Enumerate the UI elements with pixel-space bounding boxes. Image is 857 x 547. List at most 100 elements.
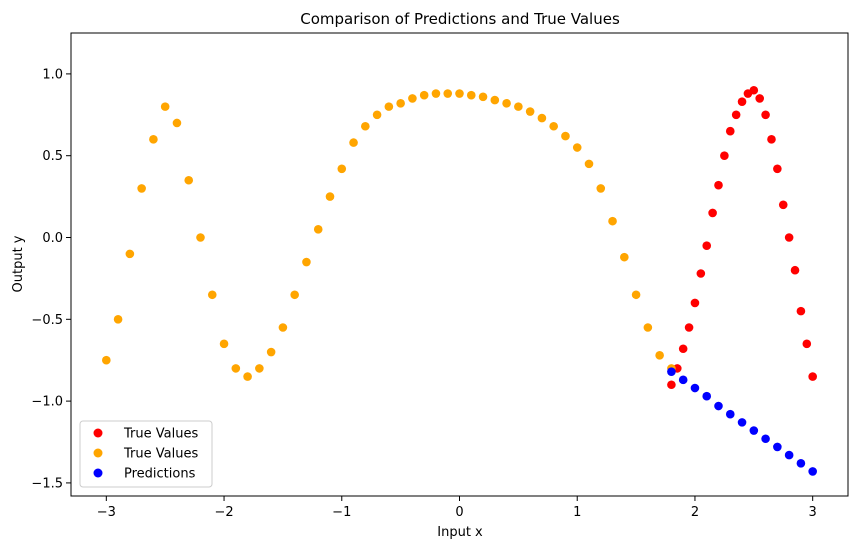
data-point — [808, 372, 817, 381]
data-point — [725, 126, 735, 136]
data-point — [620, 252, 629, 262]
data-point — [561, 131, 570, 141]
data-point — [419, 90, 429, 100]
legend-label: True Values — [123, 447, 198, 462]
data-point — [655, 351, 664, 360]
x-axis-label: Input x — [437, 525, 483, 540]
data-point — [608, 216, 617, 226]
data-point — [684, 323, 694, 332]
data-point — [102, 355, 111, 365]
data-point — [796, 458, 806, 468]
data-point — [219, 339, 229, 349]
data-point — [149, 135, 158, 144]
data-point — [714, 180, 723, 190]
data-point — [302, 257, 311, 267]
data-point — [773, 164, 782, 174]
x-tick-label: −3 — [97, 505, 116, 520]
data-point — [278, 323, 288, 332]
data-point — [255, 364, 264, 373]
data-point — [784, 233, 794, 242]
data-point — [349, 138, 358, 147]
series-0 — [667, 85, 817, 390]
data-point — [667, 380, 676, 390]
data-point — [584, 159, 594, 169]
data-point — [408, 94, 417, 103]
data-point — [243, 372, 252, 381]
data-point — [525, 107, 535, 116]
data-point — [690, 383, 700, 393]
data-point — [384, 102, 394, 111]
data-point — [761, 110, 770, 120]
data-point — [678, 375, 688, 385]
legend-box — [79, 420, 213, 488]
data-point — [761, 434, 770, 444]
y-tick-label: −0.5 — [31, 313, 63, 328]
data-point — [731, 110, 741, 120]
legend-label: True Values — [123, 427, 198, 442]
series-1 — [102, 89, 676, 381]
data-point — [714, 401, 723, 411]
data-point — [455, 89, 464, 98]
data-point — [502, 99, 511, 108]
legend-marker — [93, 428, 103, 438]
data-point — [313, 225, 323, 234]
data-point — [572, 143, 582, 152]
data-point — [667, 367, 676, 376]
data-point — [231, 364, 241, 373]
data-point — [113, 315, 123, 324]
data-point — [537, 113, 547, 123]
data-point — [443, 89, 453, 98]
x-axis-ticks: −3 −2 −1 0 1 2 3 — [97, 496, 817, 520]
data-point — [678, 344, 688, 354]
data-point — [725, 409, 735, 419]
data-point — [690, 298, 700, 308]
data-point — [490, 95, 500, 105]
data-point — [290, 290, 299, 300]
data-point — [266, 347, 276, 357]
data-point — [466, 90, 476, 100]
data-point — [631, 290, 641, 300]
data-point — [737, 418, 747, 427]
y-axis-ticks: −1.5 −1.0 −0.5 0.0 0.5 1.0 — [31, 67, 71, 491]
points-layer — [102, 85, 817, 476]
x-tick-label: −1 — [332, 505, 351, 520]
data-point — [196, 233, 205, 242]
y-tick-label: −1.0 — [31, 395, 63, 410]
data-point — [337, 164, 347, 174]
data-point — [396, 99, 405, 108]
data-point — [696, 269, 706, 278]
data-point — [702, 241, 712, 250]
data-point — [784, 450, 794, 460]
data-point — [708, 208, 717, 218]
data-point — [749, 85, 759, 95]
data-point — [796, 306, 806, 316]
data-point — [596, 184, 606, 193]
x-tick-label: 1 — [573, 505, 581, 520]
data-point — [749, 426, 759, 435]
x-tick-label: −2 — [214, 505, 233, 520]
data-point — [137, 184, 146, 193]
data-point — [325, 192, 335, 201]
data-point — [778, 200, 788, 210]
x-tick-label: 0 — [455, 505, 463, 520]
data-point — [514, 102, 523, 111]
data-point — [755, 94, 764, 103]
data-point — [478, 92, 488, 102]
x-tick-label: 3 — [809, 505, 817, 520]
data-point — [767, 135, 776, 144]
data-point — [737, 97, 747, 107]
y-tick-label: 1.0 — [42, 67, 63, 82]
data-point — [160, 102, 170, 111]
legend-label: Predictions — [124, 467, 196, 482]
plot-area: −3 −2 −1 0 1 2 3 −1.5 −1.0 −0.5 0.0 0.5 1.0 — [31, 32, 849, 520]
chart-title: Comparison of Predictions and True Value… — [300, 10, 620, 28]
y-tick-label: 0.0 — [42, 231, 63, 246]
data-point — [431, 89, 441, 98]
data-point — [172, 118, 182, 128]
data-point — [802, 339, 812, 349]
data-point — [702, 391, 712, 401]
y-axis-label: Output y — [11, 235, 26, 292]
y-tick-label: 0.5 — [42, 149, 63, 164]
